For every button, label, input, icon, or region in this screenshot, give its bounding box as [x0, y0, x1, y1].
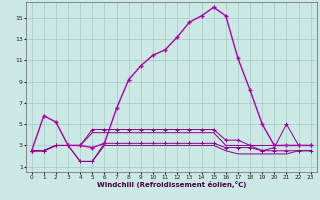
X-axis label: Windchill (Refroidissement éolien,°C): Windchill (Refroidissement éolien,°C)	[97, 181, 246, 188]
